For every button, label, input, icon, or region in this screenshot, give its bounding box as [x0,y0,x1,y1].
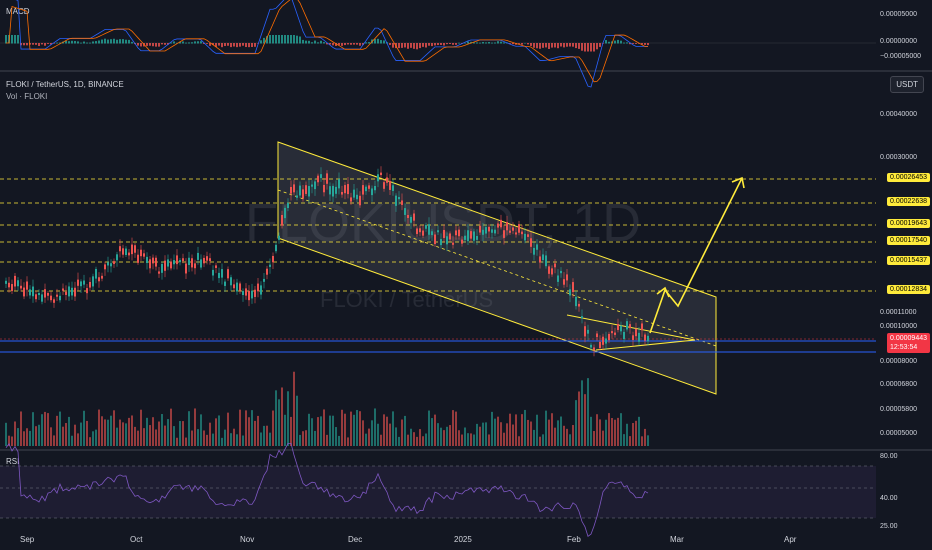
price-tick: 0.00006800 [880,381,917,388]
symbol-watermark-sub: FLOKI / TetherUS [320,287,494,312]
time-tick: Feb [567,535,581,544]
chart-title[interactable]: FLOKI / TetherUS, 1D, BINANCE [6,80,124,89]
volume-label[interactable]: Vol · FLOKI [6,92,48,101]
level-tag[interactable]: 0.00015437 [887,256,930,265]
time-tick: Apr [784,535,797,544]
time-tick: 2025 [454,535,472,544]
time-tick: Mar [670,535,684,544]
price-tick: 0.00030000 [880,154,917,161]
price-tick: 0.00005000 [880,430,917,437]
macd-label: MACD [6,7,30,16]
main-price-pane[interactable]: FLOKIUSDT, 1D FLOKI / TetherUS FLOKI / T… [0,72,932,450]
rsi-label: RSI [6,457,20,466]
price-tick: 0.00008000 [880,358,917,365]
current-price-tag: 0.00009443 12:53:54 [887,333,930,353]
price-tick: 0.00011000 [880,309,917,316]
level-tag[interactable]: 0.00017540 [887,236,930,245]
macd-tick-top: 0.00005000 [880,11,917,18]
level-tag[interactable]: 0.00022638 [887,197,930,206]
time-tick: Nov [240,535,255,544]
macd-tick-mid: 0.00000000 [880,38,917,45]
bar-countdown: 12:53:54 [890,344,918,351]
level-tag[interactable]: 0.00026453 [887,173,930,182]
price-tick: 0.00010000 [880,323,917,330]
rsi-tick: 80.00 [880,453,898,460]
level-tag[interactable]: 0.00019643 [887,219,930,228]
level-tag[interactable]: 0.00012834 [887,285,930,294]
price-tick: 0.00040000 [880,111,917,118]
time-tick: Dec [348,535,363,544]
macd-tick-bottom: −0.00005000 [880,53,922,60]
rsi-tick: 40.00 [880,495,898,502]
price-tick: 0.00005800 [880,406,917,413]
macd-pane[interactable]: MACD 0.00005000 0.00000000 −0.00005000 [0,0,932,70]
currency-button[interactable]: USDT [890,76,924,93]
time-tick: Sep [20,535,35,544]
symbol-watermark: FLOKIUSDT, 1D [245,193,642,253]
current-price: 0.00009443 [890,335,927,342]
time-tick: Oct [130,535,143,544]
rsi-tick: 25.00 [880,523,898,530]
rsi-pane[interactable]: RSI [0,451,932,531]
